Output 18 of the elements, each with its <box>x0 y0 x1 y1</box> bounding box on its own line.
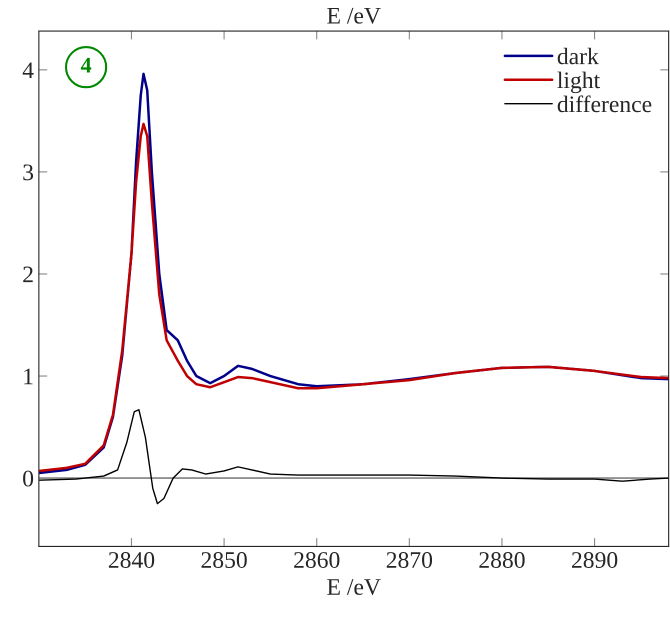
y-tick-label: 4 <box>22 62 34 78</box>
y-tick-label: 0 <box>23 470 34 487</box>
legend-label: light <box>557 72 600 94</box>
x-tick-label: 2860 <box>294 552 340 568</box>
line-series <box>38 409 669 504</box>
legend-label: difference <box>558 95 652 112</box>
text: E /eV <box>327 8 381 24</box>
x-tick-label: 2880 <box>479 552 525 568</box>
x-axis-title: E /eV <box>327 579 381 596</box>
legend-label: dark <box>558 48 599 64</box>
y-tick-label: 2 <box>23 266 33 282</box>
x-tick-label: 2890 <box>572 552 618 568</box>
x-tick-label: 2870 <box>386 552 432 568</box>
annotation: 4 <box>80 58 92 72</box>
y-tick-label: 3 <box>23 164 34 180</box>
x-tick-label: 2840 <box>108 552 154 568</box>
x-tick-label: 2850 <box>202 552 247 568</box>
y-tick-label: 1 <box>24 368 33 384</box>
